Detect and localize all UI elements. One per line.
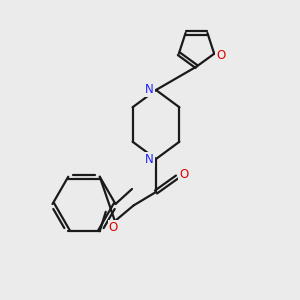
Text: N: N [145,83,154,96]
Text: O: O [179,167,188,181]
Text: O: O [109,220,118,234]
Text: O: O [216,49,225,62]
Text: N: N [145,153,154,166]
